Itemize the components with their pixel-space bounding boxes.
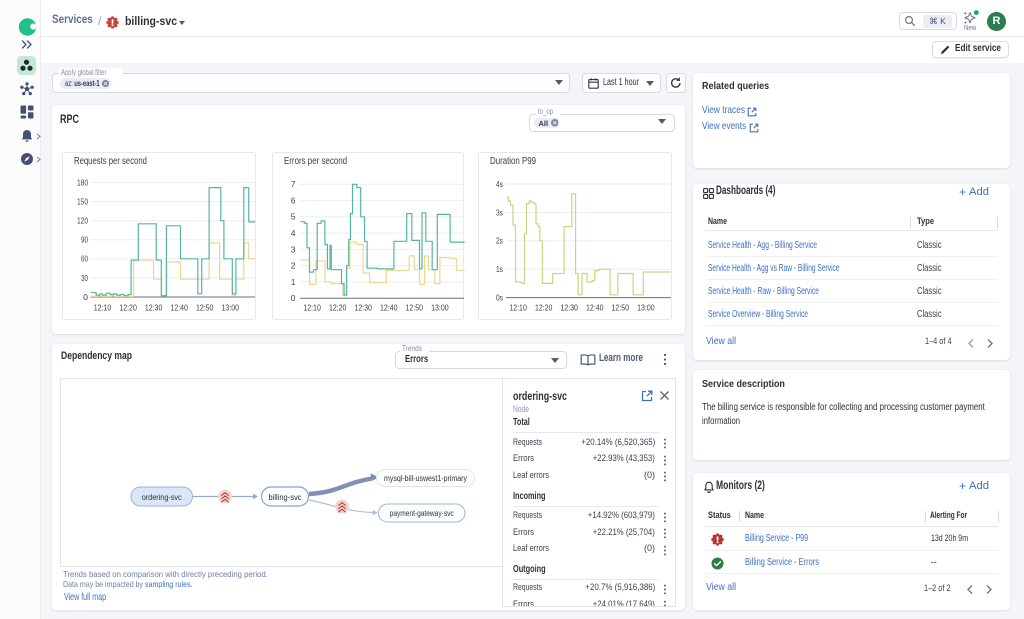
svg-text:90: 90	[81, 235, 88, 245]
svg-text:12:20: 12:20	[329, 303, 347, 313]
svg-text:30: 30	[81, 273, 88, 283]
svg-text:12:20: 12:20	[119, 303, 137, 313]
svg-text:1s: 1s	[496, 264, 503, 274]
svg-text:12:30: 12:30	[560, 303, 578, 313]
svg-text:180: 180	[77, 177, 88, 187]
svg-text:1: 1	[291, 277, 296, 287]
svg-text:12:50: 12:50	[196, 303, 214, 313]
svg-text:12:50: 12:50	[406, 303, 424, 313]
svg-text:120: 120	[77, 216, 88, 226]
svg-text:6: 6	[291, 196, 296, 206]
svg-text:5: 5	[291, 212, 296, 222]
svg-text:0s: 0s	[496, 293, 503, 303]
svg-text:12:10: 12:10	[509, 303, 527, 313]
svg-text:ordering-svc: ordering-svc	[142, 492, 183, 502]
svg-text:billing-svc: billing-svc	[269, 492, 303, 502]
svg-text:2s: 2s	[496, 236, 503, 246]
svg-text:12:30: 12:30	[354, 303, 372, 313]
svg-text:3s: 3s	[496, 207, 503, 217]
svg-text:12:30: 12:30	[145, 303, 163, 313]
svg-text:12:50: 12:50	[612, 303, 630, 313]
svg-text:12:10: 12:10	[94, 303, 112, 313]
svg-text:7: 7	[291, 179, 296, 189]
svg-text:13:00: 13:00	[637, 303, 655, 313]
svg-text:12:40: 12:40	[586, 303, 604, 313]
svg-text:12:20: 12:20	[535, 303, 553, 313]
svg-text:12:40: 12:40	[380, 303, 398, 313]
svg-text:60: 60	[81, 254, 88, 264]
svg-text:0: 0	[83, 292, 88, 302]
svg-text:150: 150	[77, 197, 88, 207]
svg-text:3: 3	[291, 244, 296, 254]
svg-text:4: 4	[291, 228, 296, 238]
svg-text:12:40: 12:40	[170, 303, 188, 313]
svg-text:payment-gateway-svc: payment-gateway-svc	[390, 509, 454, 518]
svg-text:13:00: 13:00	[431, 303, 449, 313]
svg-text:0: 0	[291, 293, 296, 303]
svg-text:mysql-bill-uswest1-primary: mysql-bill-uswest1-primary	[384, 474, 467, 483]
svg-text:13:00: 13:00	[222, 303, 240, 313]
svg-text:4s: 4s	[496, 179, 503, 189]
svg-text:2: 2	[291, 261, 296, 271]
svg-text:12:10: 12:10	[303, 303, 321, 313]
